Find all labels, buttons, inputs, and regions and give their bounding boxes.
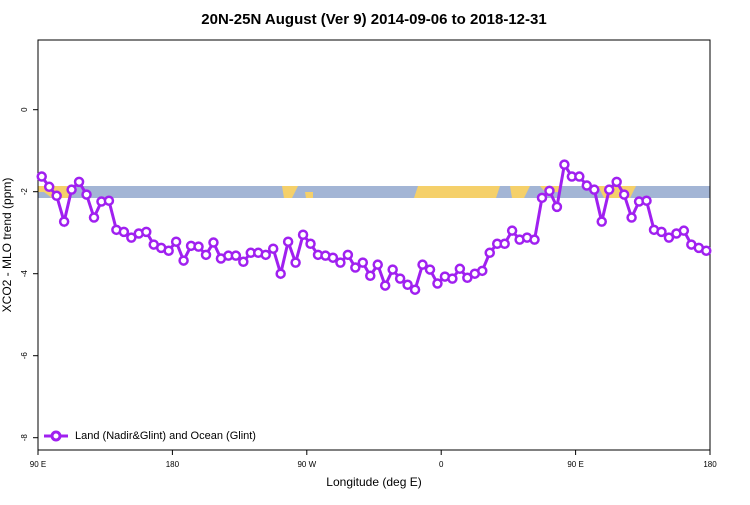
- series-line: [40, 160, 707, 293]
- data-point: [342, 249, 354, 261]
- data-point: [499, 238, 510, 250]
- data-point: [432, 278, 443, 289]
- data-point: [126, 232, 137, 243]
- data-point: [618, 189, 630, 200]
- data-point: [447, 273, 458, 284]
- x-tick-label: 90 E: [30, 460, 46, 469]
- data-point: [327, 252, 339, 263]
- legend: Land (Nadir&Glint) and Ocean (Glint): [44, 430, 256, 442]
- data-point: [574, 171, 585, 182]
- data-point: [170, 236, 182, 247]
- x-tick-label: 0: [439, 460, 444, 469]
- data-point: [350, 262, 361, 273]
- data-point: [290, 257, 301, 268]
- data-point: [305, 238, 316, 250]
- data-point: [66, 184, 77, 195]
- data-point: [663, 232, 675, 243]
- x-axis-label: Longitude (deg E): [326, 475, 421, 489]
- data-point: [656, 226, 667, 238]
- data-point: [58, 216, 70, 227]
- data-point: [454, 263, 466, 275]
- data-point: [178, 255, 189, 266]
- data-point: [611, 176, 622, 188]
- data-point: [409, 284, 421, 295]
- data-point: [536, 192, 548, 204]
- y-tick-label: -2: [20, 188, 29, 196]
- legend-label: Land (Nadir&Glint) and Ocean (Glint): [75, 430, 256, 442]
- data-point: [372, 259, 383, 270]
- data-point: [51, 190, 62, 202]
- data-point: [357, 257, 369, 268]
- data-point: [402, 279, 413, 291]
- data-point: [581, 180, 593, 191]
- data-point: [282, 236, 294, 247]
- x-tick-label: 90 W: [297, 460, 316, 469]
- data-point: [603, 184, 615, 195]
- x-tick-label: 180: [166, 460, 180, 469]
- data-point: [678, 225, 690, 236]
- data-point: [193, 241, 204, 252]
- data-point: [200, 249, 212, 261]
- data-point: [141, 226, 152, 238]
- data-point: [88, 212, 100, 223]
- data-point: [484, 247, 495, 259]
- y-axis-label: XCO2 - MLO trend (ppm): [0, 178, 14, 313]
- data-point: [462, 272, 473, 284]
- data-point: [589, 184, 600, 195]
- data-point: [73, 176, 85, 188]
- data-point: [36, 171, 47, 182]
- data-point: [596, 216, 607, 227]
- data-point: [335, 257, 346, 268]
- data-point: [551, 201, 563, 213]
- data-point: [506, 225, 518, 236]
- data-point: [544, 185, 555, 197]
- data-point: [559, 159, 570, 170]
- data-point: [424, 264, 436, 275]
- y-tick-label: -6: [20, 352, 29, 360]
- y-tick-label: -8: [20, 434, 29, 442]
- data-point: [267, 243, 279, 254]
- data-point: [103, 195, 115, 206]
- data-point: [529, 234, 540, 245]
- x-tick-label: 180: [703, 460, 717, 469]
- data-point: [297, 229, 309, 240]
- plot-frame: [37, 39, 711, 451]
- data-point: [417, 259, 428, 270]
- data-point: [387, 264, 398, 275]
- data-point: [477, 265, 488, 277]
- data-point: [230, 250, 242, 261]
- y-tick-label: 0: [20, 107, 29, 112]
- data-point: [626, 212, 637, 223]
- data-point: [394, 273, 406, 284]
- data-point: [208, 237, 219, 248]
- x-tick-label: 90 E: [567, 460, 583, 469]
- data-point: [163, 245, 174, 256]
- data-point: [379, 280, 391, 291]
- data-point: [275, 268, 286, 279]
- data-point: [43, 181, 55, 193]
- y-tick-label: -4: [20, 270, 29, 278]
- legend-marker: [50, 430, 62, 442]
- data-point: [365, 270, 376, 281]
- chart-title: 20N-25N August (Ver 9) 2014-09-06 to 201…: [201, 11, 546, 28]
- data-point: [238, 256, 249, 268]
- data-point: [260, 249, 271, 261]
- data-point: [81, 189, 92, 200]
- data-point: [701, 245, 712, 256]
- data-point: [118, 226, 130, 238]
- data-point: [641, 195, 652, 206]
